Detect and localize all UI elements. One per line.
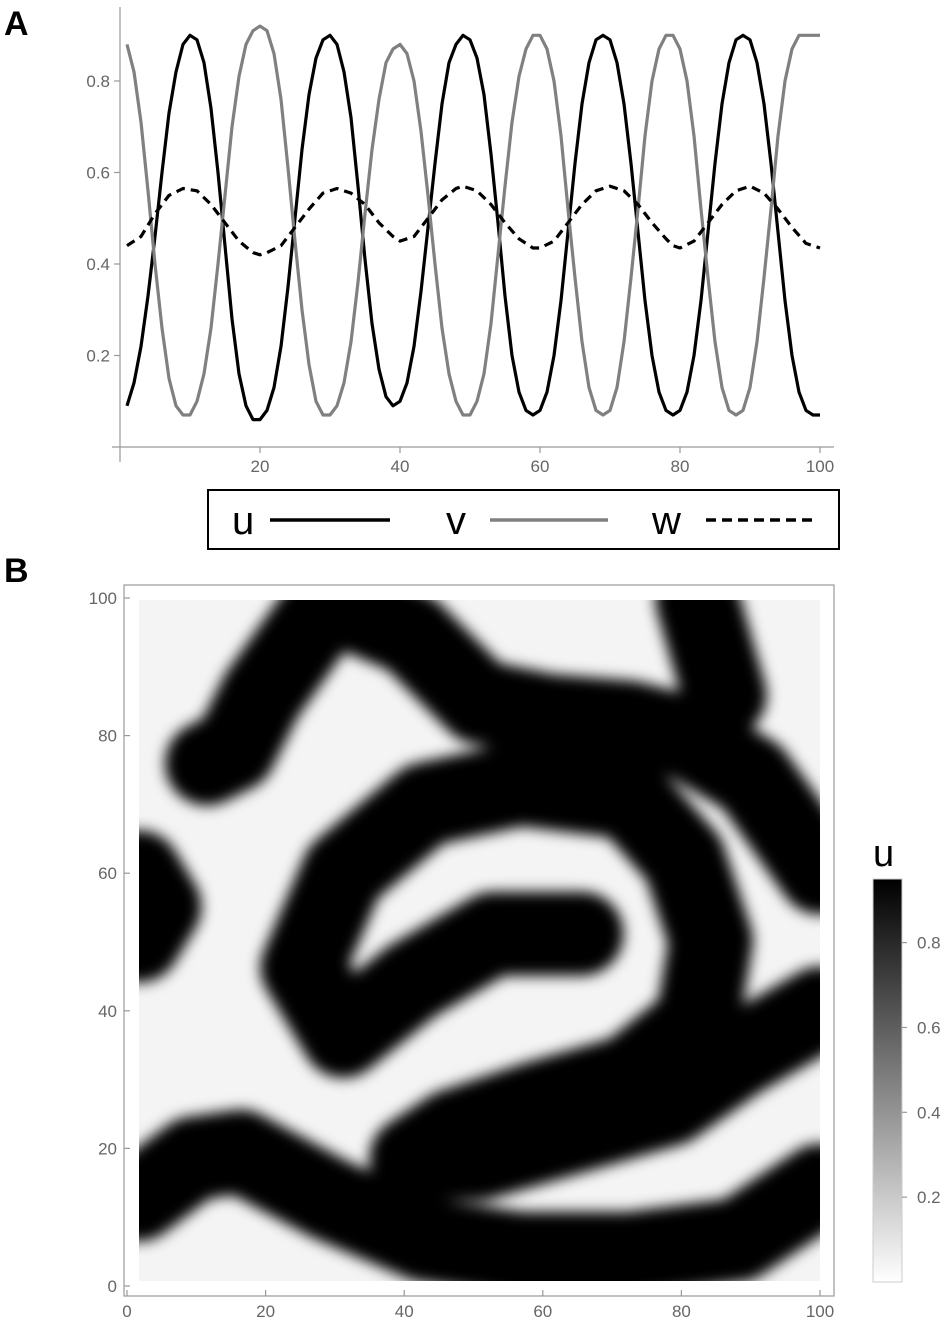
a-y-tick-label: 0.4	[86, 255, 110, 274]
high-u-region	[287, 600, 820, 915]
series-v-line	[125, 24, 820, 417]
colorbar-tick-label: 0.2	[917, 1188, 941, 1207]
b-x-tick-label: 100	[806, 1302, 834, 1321]
colorbar-title: u	[873, 833, 894, 875]
legend-label-v: v	[446, 499, 466, 543]
legend-label-w: w	[651, 499, 681, 543]
colorbar: u 0.2 0.4 0.6 0.8	[872, 833, 941, 1283]
panel-b-label: B	[4, 552, 29, 590]
panel-b-density-map: 0 20 40 60 80 100 0 20 40 60 80 100	[89, 584, 835, 1321]
colorbar-gradient	[872, 878, 903, 1283]
b-x-tick-label: 60	[533, 1302, 552, 1321]
b-frame	[123, 584, 835, 1297]
panel-a-legend: u v w	[207, 489, 840, 550]
b-x-tick-label: 0	[122, 1302, 131, 1321]
b-x-tick-label: 40	[395, 1302, 414, 1321]
b-y-tick-label: 40	[98, 1002, 117, 1021]
b-y-tick-label: 60	[98, 864, 117, 883]
panel-a-tick-labels: 20 40 60 80 100 0.2 0.4 0.6 0.8	[86, 72, 834, 476]
high-u-region	[260, 741, 820, 1201]
panel-b-tick-labels: 0 20 40 60 80 100 0 20 40 60 80 100	[89, 589, 835, 1321]
b-y-tick-label: 20	[98, 1139, 117, 1158]
a-x-tick-label: 60	[531, 457, 550, 476]
b-x-tick-label: 80	[672, 1302, 691, 1321]
legend-label-u: u	[232, 499, 254, 543]
panel-a-label: A	[4, 5, 29, 43]
a-y-tick-label: 0.2	[86, 347, 110, 366]
a-y-tick-label: 0.8	[86, 72, 110, 91]
b-x-tick-label: 20	[256, 1302, 275, 1321]
map-high-u-regions	[139, 600, 820, 1281]
panel-a-series	[125, 24, 821, 422]
panel-a-axes	[112, 7, 834, 462]
a-x-tick-label: 40	[391, 457, 410, 476]
panel-b-axes	[123, 584, 835, 1297]
a-x-tick-label: 80	[671, 457, 690, 476]
b-y-tick-label: 100	[89, 589, 117, 608]
series-u-line	[125, 33, 820, 422]
a-y-tick-label: 0.6	[86, 164, 110, 183]
b-y-tick-label: 0	[108, 1277, 117, 1296]
colorbar-tick-label: 0.4	[917, 1103, 941, 1122]
high-u-region	[139, 830, 202, 983]
high-u-region	[139, 1109, 820, 1281]
colorbar-tick-label: 0.6	[917, 1018, 941, 1037]
a-x-tick-label: 20	[251, 457, 270, 476]
b-y-tick-label: 80	[98, 727, 117, 746]
panel-a-line-chart: 20 40 60 80 100 0.2 0.4 0.6 0.8	[86, 7, 834, 476]
high-u-region	[165, 600, 372, 806]
series-w-line	[126, 184, 821, 257]
high-u-region	[655, 600, 767, 738]
a-x-tick-label: 100	[806, 457, 834, 476]
colorbar-ticks: 0.2 0.4 0.6 0.8	[902, 934, 941, 1207]
colorbar-tick-label: 0.8	[917, 934, 941, 953]
